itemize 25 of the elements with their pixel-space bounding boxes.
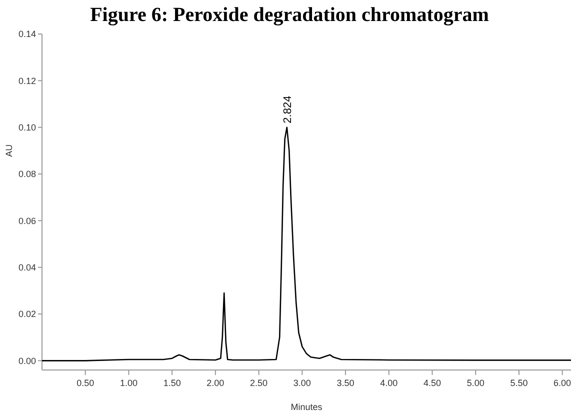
y-tick-label: 0.00 (18, 356, 36, 366)
y-tick-label: 0.06 (18, 216, 36, 226)
y-tick-label: 0.04 (18, 262, 36, 272)
x-tick-label: 5.00 (466, 378, 484, 388)
x-tick-label: 0.50 (76, 378, 94, 388)
line-series (41, 126, 572, 362)
x-tick-label: 1.00 (120, 378, 138, 388)
y-tick-label: 0.12 (18, 76, 36, 86)
y-axis-title: AU (4, 144, 14, 157)
x-tick-label: 3.50 (336, 378, 354, 388)
y-tick-label: 0.14 (18, 29, 36, 40)
y-tick-label: 0.02 (18, 309, 36, 320)
x-tick-label: 4.50 (423, 378, 442, 388)
x-tick-label: 2.50 (250, 378, 268, 388)
x-axis-title: Minutes (290, 402, 323, 412)
y-tick-label: 0.10 (18, 122, 36, 132)
x-tick-label: 1.50 (163, 378, 181, 388)
annotation: 2.824 (282, 96, 294, 124)
x-tick-label: 4.00 (380, 378, 398, 388)
x-tick-label: 5.50 (510, 378, 528, 388)
y-tick-label: 0.08 (18, 169, 36, 180)
x-tick-label: 3.00 (293, 378, 311, 388)
x-tick-label: 2.00 (206, 378, 224, 388)
x-tick-label: 6.00 (554, 378, 572, 388)
chart-title: Figure 6: Peroxide degradation chromatogram (90, 4, 490, 26)
